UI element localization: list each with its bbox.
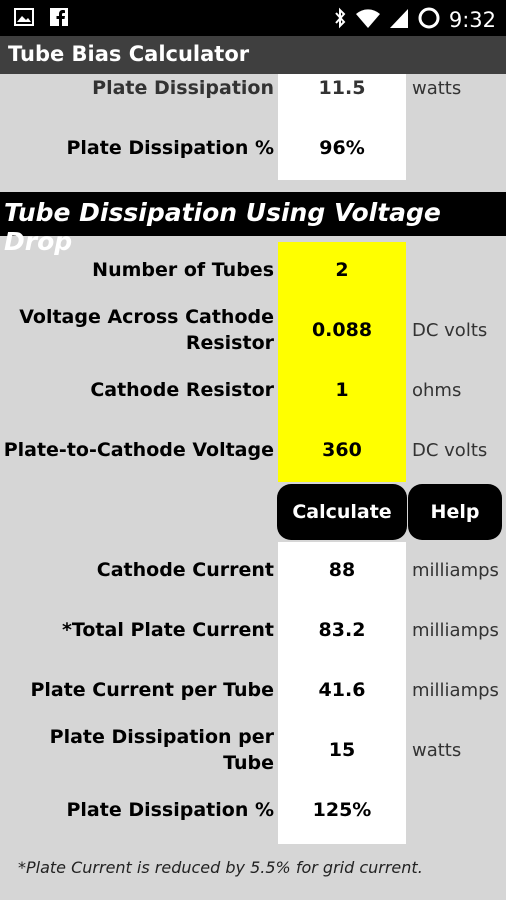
- total-plate-current-unit: milliamps: [412, 619, 499, 641]
- cathode-resistor-label: Cathode Resistor: [90, 379, 274, 401]
- plate-current-per-tube-unit: milliamps: [412, 679, 499, 701]
- grid-current-note: *Plate Current is reduced by 5.5% for gr…: [18, 858, 423, 877]
- cathode-current-label: Cathode Current: [96, 559, 274, 581]
- plate-dissipation-row: Plate Dissipation 11.5 watts: [0, 74, 506, 118]
- signal-icon: [389, 7, 409, 33]
- cathode-resistor-unit: ohms: [412, 379, 462, 401]
- plate-dissipation-pct-value: 96%: [319, 137, 365, 159]
- cathode-current-unit: milliamps: [412, 559, 499, 581]
- total-plate-current-label: *Total Plate Current: [61, 619, 274, 641]
- plate-dissipation-per-tube-label: Plate Dissipation per Tube: [49, 726, 274, 774]
- plate-dissipation-unit: watts: [412, 77, 462, 99]
- section-title: Tube Dissipation Using Voltage Drop: [4, 198, 441, 256]
- plate-voltage-unit: DC volts: [412, 439, 488, 461]
- plate-dissipation-label: Plate Dissipation: [92, 77, 274, 99]
- section-header: Tube Dissipation Using Voltage Drop: [0, 192, 506, 256]
- app-title-bar: Tube Bias Calculator: [0, 36, 506, 74]
- input-row-number-of-tubes: Number of Tubes 2: [0, 240, 506, 300]
- number-of-tubes-label: Number of Tubes: [92, 259, 274, 281]
- calculate-button[interactable]: Calculate: [277, 484, 407, 540]
- status-time: 9:32: [448, 8, 496, 32]
- plate-dissipation-per-tube-unit: watts: [412, 739, 462, 761]
- total-plate-current-value: 83.2: [318, 619, 366, 641]
- plate-dissipation-value: 11.5: [318, 77, 366, 99]
- calculator-content[interactable]: Plate Dissipation 11.5 watts Plate Dissi…: [0, 74, 506, 900]
- image-icon: [14, 8, 34, 30]
- previous-results-column: [278, 74, 406, 180]
- results-column: [278, 542, 406, 844]
- result-row-plate-current-per-tube: Plate Current per Tube 41.6 milliamps: [0, 660, 506, 720]
- bluetooth-icon: [333, 7, 347, 33]
- battery-icon: [417, 6, 441, 34]
- plate-voltage-label: Plate-to-Cathode Voltage: [3, 439, 274, 461]
- result-row-cathode-current: Cathode Current 88 milliamps: [0, 540, 506, 600]
- cathode-voltage-input[interactable]: 0.088: [311, 319, 373, 341]
- cathode-voltage-label: Voltage Across Cathode Resistor: [19, 306, 274, 354]
- plate-dissipation-pct-label: Plate Dissipation %: [66, 137, 274, 159]
- input-row-cathode-resistor: Cathode Resistor 1 ohms: [0, 360, 506, 420]
- input-row-cathode-voltage: Voltage Across Cathode Resistor 0.088 DC…: [0, 300, 506, 360]
- plate-dissipation-per-tube-value: 15: [328, 739, 356, 761]
- facebook-icon: [50, 8, 68, 30]
- result-row-total-plate-current: *Total Plate Current 83.2 milliamps: [0, 600, 506, 660]
- number-of-tubes-input[interactable]: 2: [335, 259, 349, 281]
- result-row-plate-dissipation-pct: Plate Dissipation % 125%: [0, 780, 506, 840]
- plate-voltage-input[interactable]: 360: [322, 439, 362, 461]
- help-button[interactable]: Help: [408, 484, 502, 540]
- result-row-plate-dissipation-per-tube: Plate Dissipation per Tube 15 watts: [0, 720, 506, 780]
- plate-current-per-tube-value: 41.6: [318, 679, 366, 701]
- cathode-resistor-input[interactable]: 1: [335, 379, 349, 401]
- cathode-current-value: 88: [328, 559, 356, 581]
- wifi-icon: [355, 7, 381, 33]
- inputs-column: [278, 242, 406, 482]
- status-bar: 9:32: [0, 0, 506, 36]
- app-title: Tube Bias Calculator: [8, 42, 250, 66]
- plate-current-per-tube-label: Plate Current per Tube: [30, 679, 274, 701]
- result-plate-dissipation-pct-value: 125%: [312, 799, 372, 821]
- result-plate-dissipation-pct-label: Plate Dissipation %: [66, 799, 274, 821]
- input-row-plate-voltage: Plate-to-Cathode Voltage 360 DC volts: [0, 420, 506, 480]
- plate-dissipation-pct-row: Plate Dissipation % 96%: [0, 118, 506, 178]
- cathode-voltage-unit: DC volts: [412, 319, 488, 341]
